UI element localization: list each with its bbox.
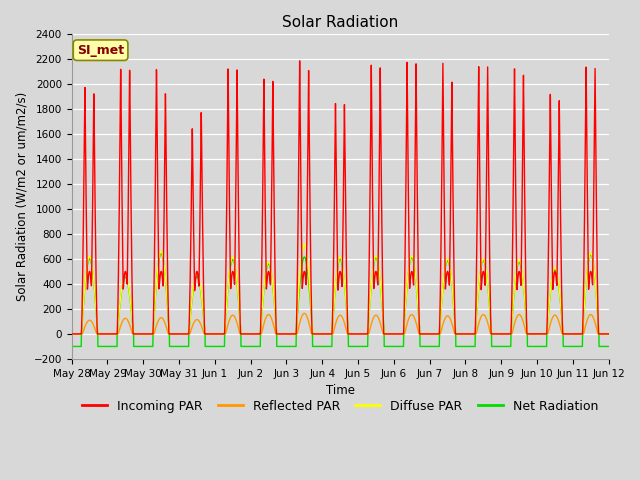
- Net Radiation: [68, 344, 76, 349]
- Net Radiation: [461, 344, 468, 349]
- Diffuse PAR: [320, 331, 328, 337]
- Diffuse PAR: [605, 331, 612, 337]
- Net Radiation: [320, 344, 328, 349]
- Net Radiation: [431, 344, 438, 349]
- Reflected PAR: [431, 331, 438, 337]
- Line: Net Radiation: Net Radiation: [72, 253, 609, 347]
- Legend: Incoming PAR, Reflected PAR, Diffuse PAR, Net Radiation: Incoming PAR, Reflected PAR, Diffuse PAR…: [77, 395, 603, 418]
- Net Radiation: [604, 344, 612, 349]
- Incoming PAR: [68, 331, 76, 337]
- Reflected PAR: [301, 311, 308, 316]
- Reflected PAR: [491, 331, 499, 337]
- Reflected PAR: [68, 331, 76, 337]
- Diffuse PAR: [164, 312, 172, 317]
- X-axis label: Time: Time: [326, 384, 355, 397]
- Diffuse PAR: [431, 331, 438, 337]
- Line: Reflected PAR: Reflected PAR: [72, 313, 609, 334]
- Title: Solar Radiation: Solar Radiation: [282, 15, 398, 30]
- Incoming PAR: [320, 331, 328, 337]
- Incoming PAR: [604, 331, 612, 337]
- Net Radiation: [157, 251, 165, 256]
- Line: Incoming PAR: Incoming PAR: [72, 61, 609, 334]
- Diffuse PAR: [491, 331, 499, 337]
- Reflected PAR: [320, 331, 328, 337]
- Diffuse PAR: [604, 331, 612, 337]
- Diffuse PAR: [301, 241, 308, 247]
- Incoming PAR: [461, 331, 468, 337]
- Incoming PAR: [605, 331, 612, 337]
- Reflected PAR: [461, 331, 468, 337]
- Line: Diffuse PAR: Diffuse PAR: [72, 244, 609, 334]
- Net Radiation: [164, 314, 172, 320]
- Incoming PAR: [431, 331, 438, 337]
- Incoming PAR: [491, 331, 499, 337]
- Y-axis label: Solar Radiation (W/m2 or um/m2/s): Solar Radiation (W/m2 or um/m2/s): [15, 92, 28, 301]
- Net Radiation: [605, 344, 612, 349]
- Text: SI_met: SI_met: [77, 44, 124, 57]
- Incoming PAR: [296, 58, 303, 64]
- Reflected PAR: [164, 330, 172, 336]
- Reflected PAR: [604, 331, 612, 337]
- Diffuse PAR: [68, 331, 76, 337]
- Diffuse PAR: [461, 331, 468, 337]
- Reflected PAR: [605, 331, 612, 337]
- Net Radiation: [491, 344, 499, 349]
- Incoming PAR: [164, 300, 172, 306]
